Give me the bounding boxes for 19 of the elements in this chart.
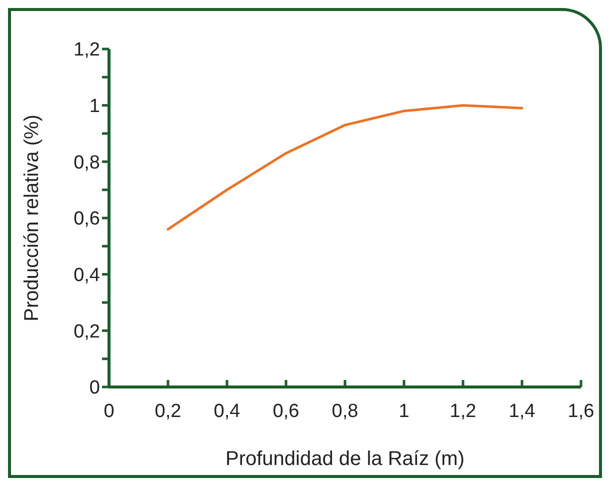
x-tick-label: 0,4 <box>214 401 241 422</box>
y-tick-label: 1,2 <box>74 40 100 61</box>
x-tick-label: 0,2 <box>154 401 182 422</box>
y-tick-label: 0,6 <box>74 208 100 230</box>
y-axis-title: Producción relativa (%) <box>21 114 44 322</box>
x-tick-label: 0,8 <box>332 401 358 422</box>
y-tick-label: 0 <box>89 378 100 399</box>
line-series <box>166 104 524 231</box>
y-tick-label: 0,8 <box>74 152 100 174</box>
x-tick-label: 1,2 <box>450 401 476 422</box>
x-tick-label: 1,6 <box>568 401 594 422</box>
y-tick-label: 0,4 <box>74 265 100 286</box>
x-tick-label: 1 <box>398 401 410 422</box>
x-tick-label: 1,4 <box>508 401 536 422</box>
x-axis-title: Profundidad de la Raíz (m) <box>225 448 465 470</box>
x-tick-label: 0,6 <box>272 401 300 422</box>
x-tick-label: 0 <box>104 401 114 422</box>
y-tick-label: 1 <box>89 96 100 118</box>
y-tick-label: 0,2 <box>74 321 100 342</box>
